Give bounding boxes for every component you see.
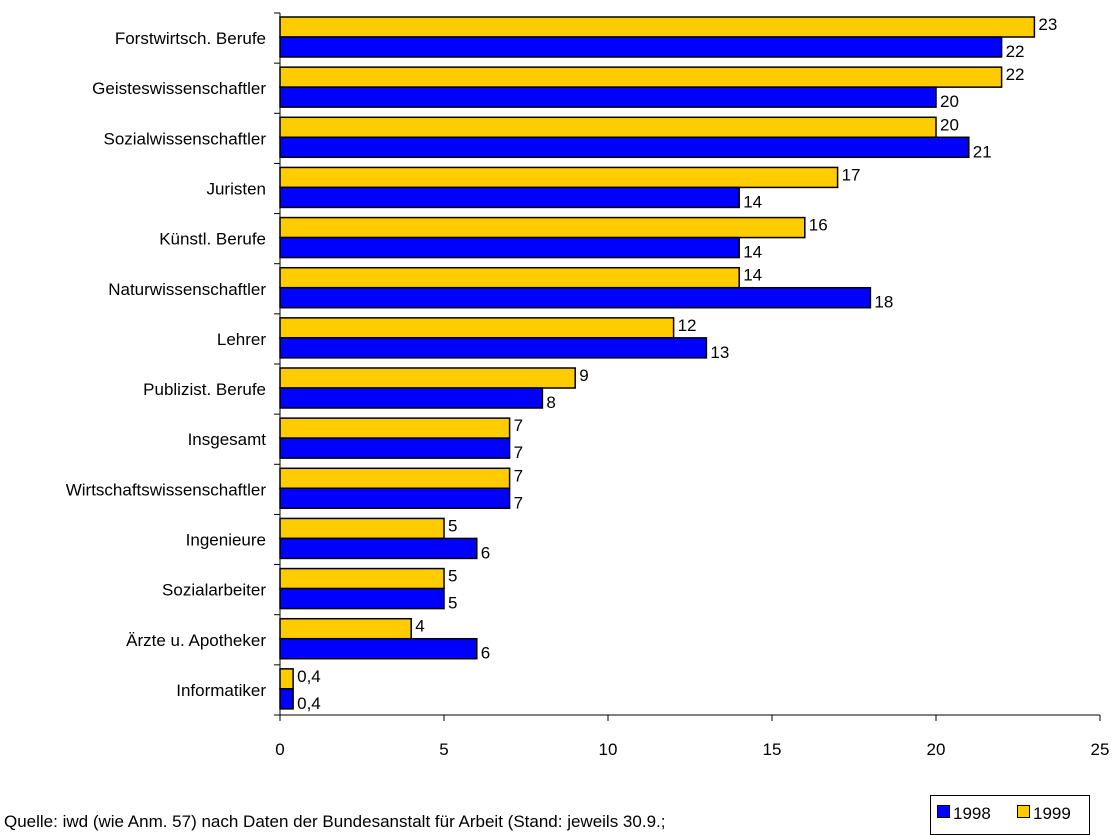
data-label-1998: 14 (743, 192, 762, 211)
data-label-1999: 5 (448, 567, 457, 586)
data-label-1998: 22 (1006, 42, 1025, 61)
x-tick-label: 25 (1091, 740, 1110, 759)
data-label-1999: 16 (809, 216, 828, 235)
bar-1999 (279, 216, 806, 239)
data-label-1998: 7 (514, 443, 523, 462)
legend-swatch-1998 (937, 805, 950, 818)
bar-1998 (279, 587, 445, 610)
category-label: Insgesamt (188, 430, 267, 449)
category-label: Sozialarbeiter (162, 581, 266, 600)
legend-item-1998: 1998 (937, 804, 991, 824)
category-label: Lehrer (217, 330, 266, 349)
data-label-1998: 0,4 (297, 694, 321, 713)
bar-1999 (279, 517, 445, 540)
bar-1999 (279, 367, 576, 389)
data-label-1998: 8 (546, 393, 555, 412)
data-label-1998: 21 (973, 142, 992, 161)
data-label-1999: 0,4 (297, 667, 321, 686)
bar-1998 (279, 688, 294, 710)
x-tick-label: 0 (275, 740, 284, 759)
data-label-1998: 18 (874, 293, 893, 312)
category-label: Informatiker (176, 681, 266, 700)
bar-1999 (279, 617, 412, 640)
data-label-1998: 7 (514, 493, 523, 512)
category-label: Ärzte u. Apotheker (126, 631, 266, 650)
legend-item-1999: 1999 (1017, 804, 1071, 824)
legend-label-1998: 1998 (953, 804, 991, 823)
source-note: Quelle: iwd (wie Anm. 57) nach Daten der… (4, 812, 666, 831)
data-label-1998: 20 (940, 92, 959, 111)
category-label: Forstwirtsch. Berufe (115, 29, 266, 48)
category-label: Ingenieure (186, 531, 266, 550)
data-label-1998: 13 (710, 343, 729, 362)
bar-1998 (279, 36, 1003, 58)
data-label-1999: 17 (842, 165, 861, 184)
bar-1998 (279, 136, 970, 159)
bar-1998 (279, 286, 872, 309)
data-label-1999: 4 (415, 617, 424, 636)
data-label-1999: 14 (743, 266, 762, 285)
category-label: Geisteswissenschaftler (92, 79, 266, 98)
data-label-1998: 6 (481, 644, 490, 663)
category-label: Juristen (206, 180, 266, 199)
data-label-1999: 9 (579, 366, 588, 385)
bar-1999 (279, 16, 1036, 38)
bar-1999 (279, 417, 511, 439)
data-label-1999: 23 (1038, 15, 1057, 34)
data-label-1999: 22 (1006, 65, 1025, 84)
category-label: Künstl. Berufe (159, 230, 266, 249)
legend: 1998 1999 (930, 795, 1090, 835)
data-label-1999: 20 (940, 115, 959, 134)
bar-1998 (279, 437, 511, 459)
data-label-1998: 6 (481, 543, 490, 562)
category-label: Naturwissenschaftler (108, 280, 266, 299)
bar-1999 (279, 467, 511, 490)
bar-1999 (279, 567, 445, 590)
category-label: Wirtschaftswissenschaftler (66, 480, 267, 499)
legend-swatch-1999 (1017, 805, 1030, 818)
bar-1998 (279, 637, 478, 660)
x-tick-label: 10 (599, 740, 618, 759)
legend-label-1999: 1999 (1033, 804, 1071, 823)
category-label: Sozialwissenschaftler (103, 129, 266, 148)
data-label-1999: 12 (678, 316, 697, 335)
bar-1999 (279, 116, 937, 139)
bar-1999 (279, 166, 839, 189)
x-tick-label: 15 (763, 740, 782, 759)
bar-1999 (279, 317, 675, 339)
bar-chart: Forstwirtsch. Berufe 23 22 Geisteswissensch… (66, 12, 1110, 759)
data-label-1999: 7 (514, 416, 523, 435)
bar-1999 (279, 668, 294, 690)
x-tick-label: 20 (927, 740, 946, 759)
data-label-1998: 14 (743, 243, 762, 262)
bar-1998 (279, 537, 478, 560)
bar-1998 (279, 387, 544, 409)
x-tick-label: 5 (439, 740, 448, 759)
bar-1998 (279, 186, 740, 209)
bar-1999 (279, 266, 740, 289)
bar-1998 (279, 337, 708, 359)
bar-1999 (279, 66, 1003, 88)
bar-1998 (279, 86, 937, 108)
data-label-1999: 5 (448, 516, 457, 535)
bar-1998 (279, 487, 511, 510)
category-label: Publizist. Berufe (143, 380, 266, 399)
bar-1998 (279, 236, 740, 259)
data-label-1999: 7 (514, 466, 523, 485)
data-label-1998: 5 (448, 594, 457, 613)
